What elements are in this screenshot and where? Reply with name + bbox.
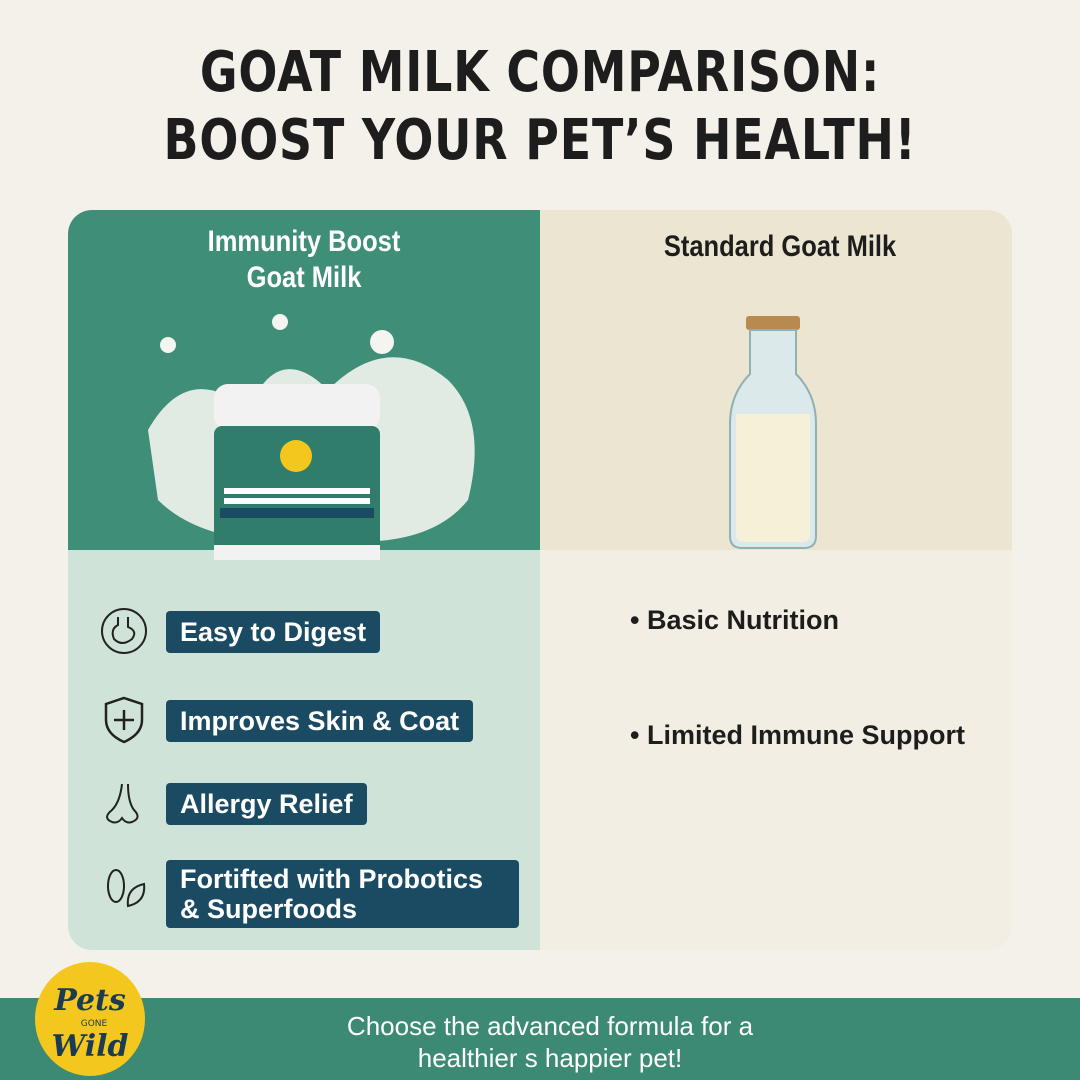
left-column-title: Immunity Boost Goat Milk: [177, 224, 432, 296]
milk-bottle-image: [729, 316, 817, 549]
bullet-limited-immune: • Limited Immune Support: [630, 720, 965, 750]
footer-line2: healthier s happier pet!: [417, 1043, 683, 1073]
shield-plus-icon: [104, 696, 144, 744]
stomach-icon: [101, 608, 147, 654]
feature-probiotics: Fortifted with Probotics & Superfoods: [166, 860, 519, 928]
nose-icon: [106, 783, 139, 824]
bullet-text: Limited Immune Support: [646, 720, 965, 750]
feature-allergy-relief: Allergy Relief: [166, 783, 367, 825]
page-title-line1: GOAT MILK COMPARISON:: [199, 40, 881, 105]
footer-line1: Choose the advanced formula for a: [346, 1011, 754, 1041]
product-jar-image: [148, 314, 475, 560]
footer-bar: [0, 998, 1080, 1080]
page-title-line2: BOOST YOUR PET’S HEALTH!: [163, 108, 917, 173]
bullet-text: Basic Nutrition: [646, 605, 839, 635]
feature-skin-coat: Improves Skin & Coat: [166, 700, 474, 742]
feature-easy-to-digest: Easy to Digest: [166, 611, 381, 653]
probiotic-leaf-icon: [107, 869, 146, 908]
svg-text:GONE: GONE: [81, 1019, 108, 1029]
left-title-line2: Goat Milk: [246, 261, 362, 294]
left-title-line1: Immunity Boost: [207, 225, 401, 258]
pets-gone-wild-logo: Pets GONE Wild: [35, 962, 145, 1076]
svg-text:Wild: Wild: [52, 1029, 129, 1064]
right-column-title: Standard Goat Milk: [663, 230, 897, 263]
footer-message: Choose the advanced formula for a health…: [260, 1010, 840, 1074]
bullet-basic-nutrition: • Basic Nutrition: [630, 605, 839, 635]
svg-text:Pets: Pets: [53, 983, 126, 1018]
right-bottom-panel: [540, 550, 1012, 950]
comparison-card: Immunity Boost Goat Milk Standard Goat M…: [68, 210, 1012, 950]
